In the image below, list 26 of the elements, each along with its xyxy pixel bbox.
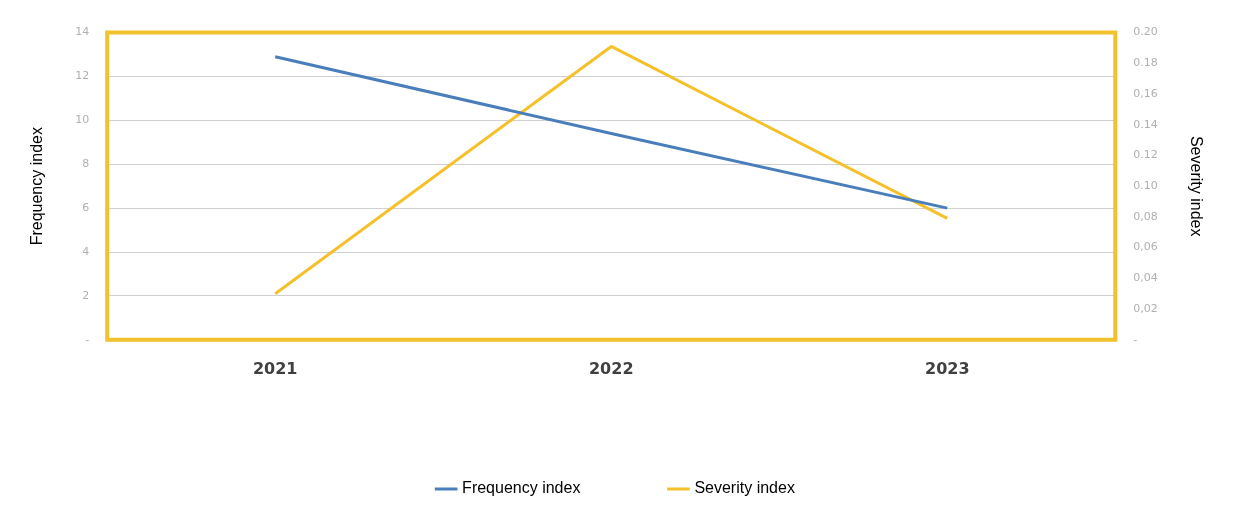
y2-tick-label: 0,04 bbox=[1133, 271, 1158, 285]
y2-tick-label: 0,16 bbox=[1133, 86, 1158, 100]
legend-label: Severity index bbox=[694, 479, 795, 497]
y-tick-label: 14 bbox=[75, 25, 90, 39]
y2-tick-label: 0.10 bbox=[1133, 179, 1158, 193]
x-tick-label: 2023 bbox=[925, 358, 970, 378]
y2-tick-label: - bbox=[1133, 332, 1138, 346]
x-tick-label: 2022 bbox=[588, 358, 634, 378]
y2-tick-label: 0.20 bbox=[1133, 25, 1158, 39]
legend-label: Frequency index bbox=[462, 479, 581, 497]
y2-tick-label: 0.18 bbox=[1133, 56, 1158, 70]
y-tick-label: 10 bbox=[75, 113, 90, 127]
y-axis-title: Frequency index bbox=[28, 127, 46, 246]
y-tick-label: 12 bbox=[75, 69, 90, 83]
y-tick-label: 8 bbox=[82, 157, 90, 171]
x-tick-label: 2021 bbox=[252, 358, 298, 378]
y-tick-label: 2 bbox=[82, 288, 90, 302]
y2-tick-label: 0,02 bbox=[1133, 301, 1158, 315]
y2-axis-title: Severity index bbox=[1187, 135, 1205, 237]
y-tick-label: 6 bbox=[82, 201, 90, 214]
y2-tick-label: 0.14 bbox=[1133, 117, 1158, 131]
y2-tick-label: 0.12 bbox=[1133, 148, 1158, 162]
y-tick-label: - bbox=[85, 332, 90, 346]
y2-tick-label: 0,06 bbox=[1133, 240, 1158, 254]
y-tick-label: 4 bbox=[82, 244, 90, 258]
y2-tick-label: 0,08 bbox=[1133, 209, 1158, 223]
